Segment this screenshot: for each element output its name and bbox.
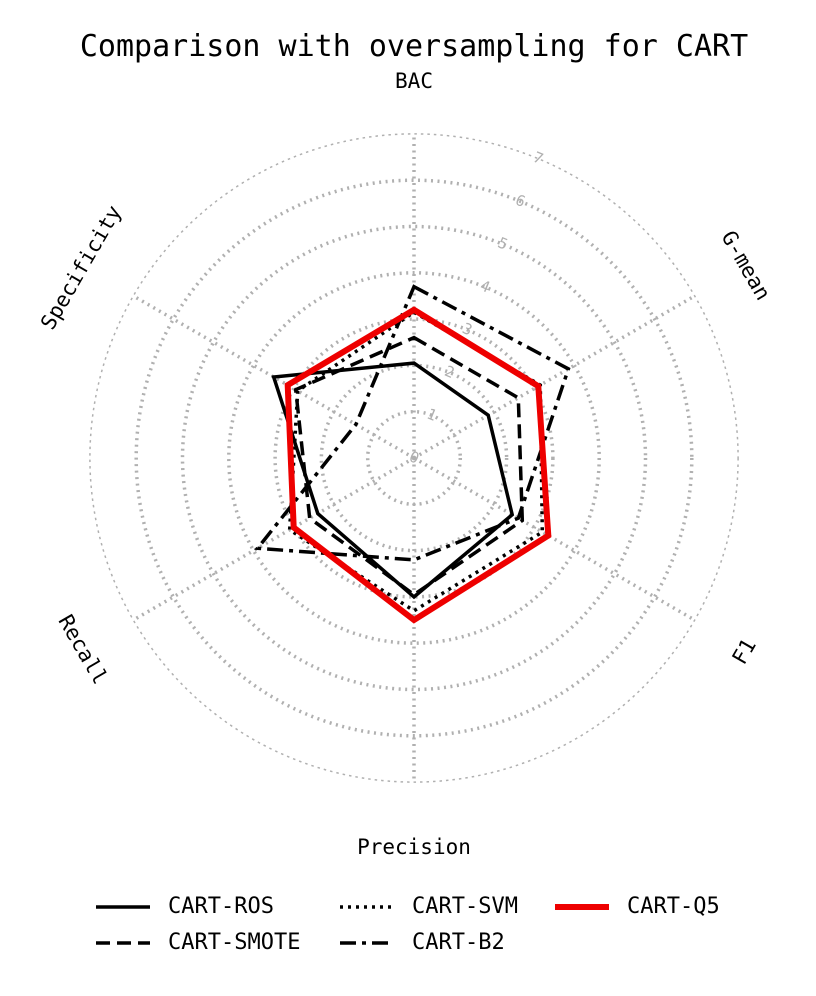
axis-label-recall: Recall (54, 611, 113, 689)
axis-label-g-mean: G-mean (717, 227, 776, 305)
legend-label: CART-Q5 (627, 894, 720, 919)
series-line-cart-smote (293, 335, 525, 597)
legend-label: CART-SMOTE (168, 930, 300, 955)
grid-circle (89, 133, 739, 783)
axis-label-f1: F1 (727, 635, 760, 669)
legend-label: CART-B2 (412, 930, 505, 955)
radial-tick-label: 2 (442, 362, 457, 382)
axis-label-bac: BAC (395, 69, 433, 93)
grid-circle (180, 224, 648, 692)
grid-circle (273, 317, 555, 599)
radial-tick-label: 7 (531, 148, 546, 168)
grid-circle (227, 271, 601, 645)
axis-label-specificity: Specificity (36, 201, 126, 333)
radial-tick-label: 6 (513, 191, 528, 211)
legend: CART-ROS CART-SMOTE CART-SVM CART-B2 CART-Q5 (96, 894, 720, 955)
chart-title: Comparison with oversampling for CART (80, 29, 748, 64)
series-line-cart-b2 (254, 284, 571, 562)
series-line-cart-q5 (284, 306, 552, 624)
grid-spoke (413, 294, 696, 460)
legend-label: CART-SVM (412, 894, 518, 919)
series-line-cart-ros (271, 361, 515, 600)
series-lines (254, 284, 571, 624)
radar-grid (89, 133, 739, 783)
axis-labels: BAC G-mean F1 Precision Recall Specificity (36, 69, 775, 859)
grid-circle (134, 178, 694, 738)
radial-tick-label: 5 (495, 234, 510, 254)
axis-label-precision: Precision (357, 835, 471, 859)
radial-tick-label: 1 (424, 405, 439, 425)
radial-tick-label: 0 (407, 447, 422, 467)
legend-label: CART-ROS (168, 894, 274, 919)
radial-tick-label: 4 (477, 276, 492, 296)
